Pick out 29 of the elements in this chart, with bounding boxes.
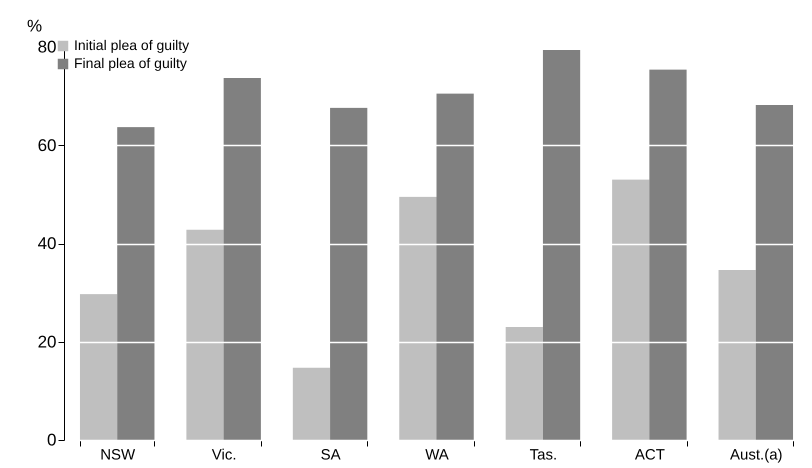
bar [224,78,261,440]
bar [718,270,756,440]
bar [117,127,154,440]
x-tick-label: Vic. [212,446,237,464]
y-tick-label: 0 [47,430,56,450]
bar [506,327,543,440]
y-tick-label: 60 [38,136,56,155]
x-tick-label: ACT [634,446,665,464]
x-tick-label: Tas. [530,446,558,464]
bar [436,94,474,440]
x-tick-label: Aust.(a) [730,446,783,464]
bar [649,70,687,440]
y-tick-label: 40 [38,234,56,253]
bar [542,50,580,440]
legend-label: Initial plea of guilty [74,37,190,53]
bar [292,368,330,440]
x-tick-label: NSW [100,446,136,464]
bar [186,230,224,440]
x-tick-label: WA [425,446,449,464]
bar [399,196,436,440]
bar [330,108,368,440]
x-tick-label: SA [320,446,341,464]
y-tick-label: 80 [38,38,56,56]
bar [80,294,118,440]
bar [612,180,650,440]
legend-label: Final plea of guilty [74,55,187,71]
y-axis-title: % [26,16,42,36]
bar [756,104,794,440]
y-tick-label: 20 [38,332,56,352]
